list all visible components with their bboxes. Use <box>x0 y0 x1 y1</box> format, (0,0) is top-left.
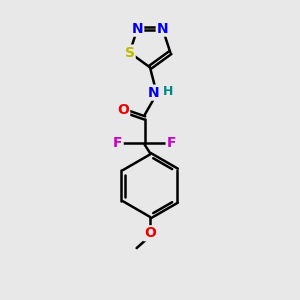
Text: H: H <box>163 85 173 98</box>
Text: N: N <box>148 85 160 100</box>
Text: N: N <box>132 22 143 36</box>
Text: F: F <box>167 136 176 150</box>
Text: O: O <box>144 226 156 240</box>
Text: O: O <box>117 103 129 118</box>
Text: S: S <box>124 46 135 60</box>
Text: N: N <box>157 22 168 36</box>
Text: F: F <box>113 136 123 150</box>
